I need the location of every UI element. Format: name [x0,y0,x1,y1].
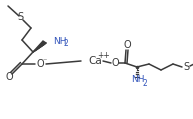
Text: 2: 2 [143,79,147,87]
Text: O: O [5,72,13,82]
Text: O: O [36,59,44,69]
Text: ++: ++ [98,52,110,60]
Text: S: S [183,62,189,72]
Text: O: O [123,40,131,50]
Polygon shape [33,41,46,52]
Text: NH: NH [131,75,145,84]
Text: 2: 2 [63,40,68,49]
Text: ⁻: ⁻ [43,57,47,65]
Text: Ca: Ca [88,56,102,66]
Text: O: O [111,58,119,68]
Text: S: S [17,12,23,22]
Text: NH: NH [53,37,67,45]
